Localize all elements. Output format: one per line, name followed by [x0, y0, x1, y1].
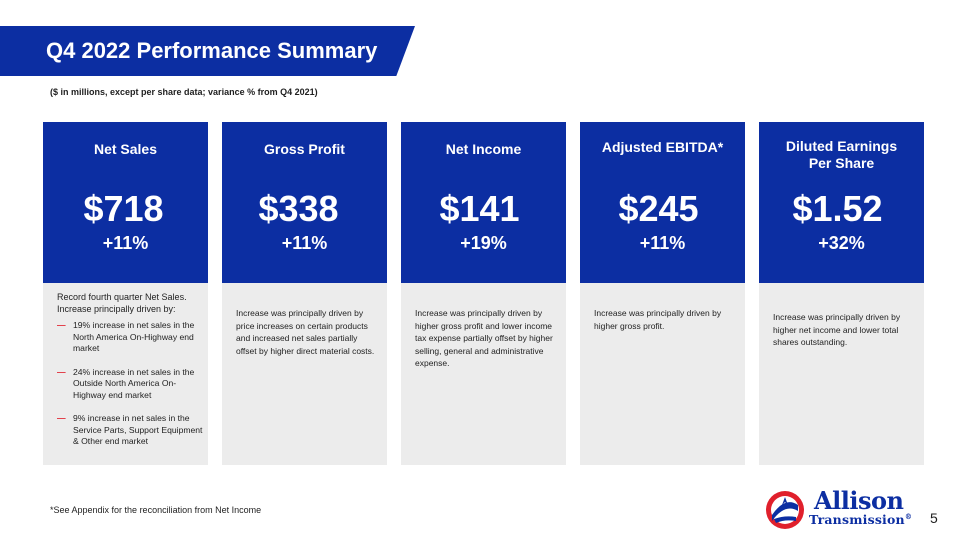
gross-profit-card: Gross Profit $338 +11% Increase was prin… — [222, 122, 387, 465]
registered-mark: ® — [904, 512, 913, 521]
list-item: — 9% increase in net sales in the Servic… — [57, 413, 205, 448]
card-change: +19% — [460, 233, 507, 253]
card-change: +11% — [281, 233, 328, 253]
card-value: $338 — [258, 188, 339, 229]
card-detail-panel: Increase was principally driven by highe… — [759, 283, 924, 465]
card-detail-panel: Increase was principally driven by highe… — [580, 283, 745, 465]
footnote: *See Appendix for the reconciliation fro… — [50, 505, 262, 515]
card-detail-panel: Increase was principally driven by price… — [222, 283, 387, 465]
bullet-text: 24% increase in net sales in the Outside… — [73, 366, 195, 400]
title-banner — [0, 26, 415, 76]
card-heading: Net Income — [445, 141, 522, 157]
card-heading-line1: Diluted Earnings — [785, 138, 898, 154]
card-header-panel: Net Sales $718 +11% — [43, 122, 208, 283]
card-heading: Adjusted EBITDA* — [601, 139, 724, 155]
card-value: $1.52 — [792, 188, 883, 229]
bullet-list: — 19% increase in net sales in the North… — [57, 320, 205, 460]
bullet-text: 9% increase in net sales in the Service … — [73, 413, 203, 446]
card-description: Increase was principally driven by highe… — [594, 308, 722, 331]
card-value: $718 — [83, 188, 164, 229]
card-heading-line2: Per Share — [808, 155, 875, 171]
card-change: +11% — [102, 233, 149, 253]
page-subtitle: ($ in millions, except per share data; v… — [50, 87, 318, 97]
bullet-text: 19% increase in net sales in the North A… — [73, 320, 195, 353]
card-description: Increase was principally driven by highe… — [773, 312, 901, 348]
card-header-panel: Gross Profit $338 +11% — [222, 122, 387, 283]
dash-bullet-icon: — — [57, 413, 66, 423]
card-intro: Record fourth quarter Net Sales. Increas… — [57, 292, 187, 314]
card-detail-panel: Record fourth quarter Net Sales. Increas… — [43, 283, 208, 465]
card-heading: Gross Profit — [264, 141, 345, 157]
card-heading: Net Sales — [93, 141, 158, 157]
allison-emblem-icon — [766, 491, 804, 529]
card-value: $141 — [439, 188, 520, 229]
logo-wordmark-line2: Transmission® — [809, 512, 912, 527]
list-item: — 19% increase in net sales in the North… — [57, 320, 205, 355]
card-header-panel: Diluted Earnings Per Share $1.52 +32% — [759, 122, 924, 283]
card-change: +32% — [818, 233, 865, 253]
dash-bullet-icon: — — [57, 366, 66, 377]
card-change: +11% — [639, 233, 686, 253]
allison-transmission-logo: Allison Transmission® — [765, 486, 930, 532]
card-value: $245 — [618, 188, 699, 229]
adjusted-ebitda-card: Adjusted EBITDA* $245 +11% Increase was … — [580, 122, 745, 465]
logo-wordmark-line1: Allison — [814, 486, 904, 515]
page-title: Q4 2022 Performance Summary — [46, 38, 378, 63]
dash-bullet-icon: — — [57, 320, 66, 330]
card-detail-panel: Increase was principally driven by highe… — [401, 283, 566, 465]
card-header-panel: Net Income $141 +19% — [401, 122, 566, 283]
net-sales-card: Net Sales $718 +11% Record fourth quarte… — [43, 122, 208, 465]
diluted-eps-card: Diluted Earnings Per Share $1.52 +32% In… — [759, 122, 924, 465]
page-number: 5 — [930, 510, 938, 526]
logo-wordmark-text: Transmission — [809, 512, 905, 528]
list-item: — 24% increase in net sales in the Outsi… — [57, 367, 205, 402]
card-description: Increase was principally driven by highe… — [415, 308, 553, 369]
net-income-card: Net Income $141 +19% Increase was princi… — [401, 122, 566, 465]
card-header-panel: Adjusted EBITDA* $245 +11% — [580, 122, 745, 283]
card-heading: Diluted Earnings Per Share — [759, 138, 924, 172]
card-description: Increase was principally driven by price… — [236, 308, 375, 356]
